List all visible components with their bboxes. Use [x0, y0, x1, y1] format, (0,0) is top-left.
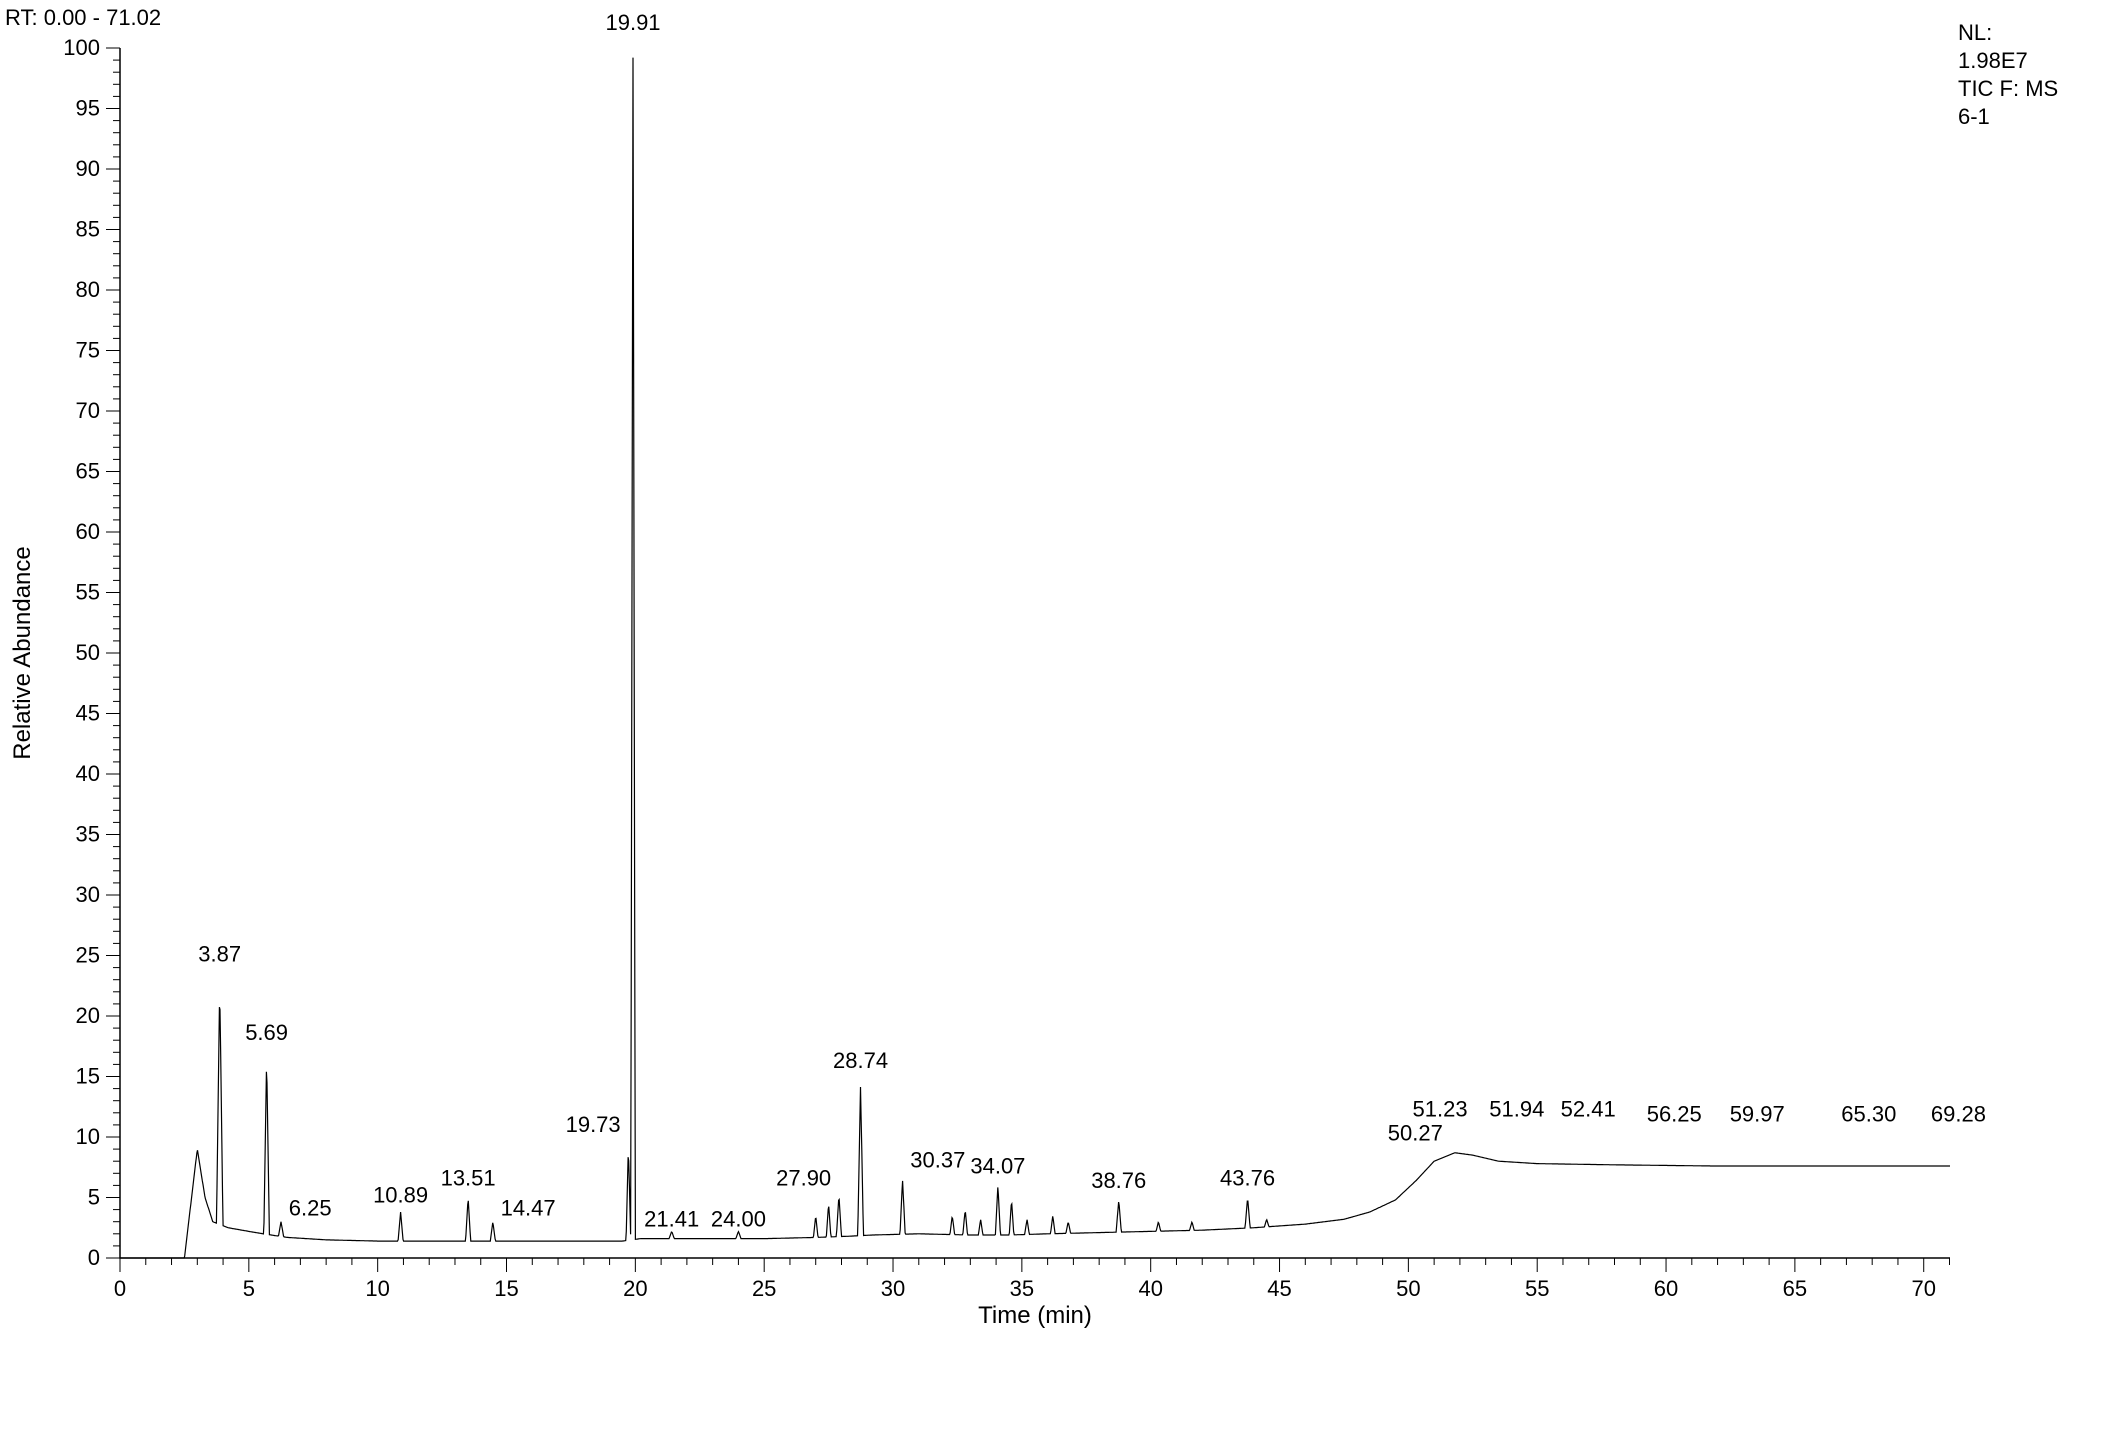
- y-tick-label: 5: [88, 1185, 100, 1210]
- y-tick-label: 25: [76, 943, 100, 968]
- x-tick-label: 65: [1783, 1276, 1807, 1301]
- peak-label: 30.37: [910, 1147, 965, 1172]
- peak-label: 10.89: [373, 1182, 428, 1207]
- y-tick-label: 85: [76, 217, 100, 242]
- peak-label: 6.25: [289, 1196, 332, 1221]
- y-tick-label: 15: [76, 1064, 100, 1089]
- y-tick-label: 95: [76, 96, 100, 121]
- peak-label: 65.30: [1841, 1101, 1896, 1126]
- x-axis-label: Time (min): [978, 1302, 1092, 1329]
- peak-label: 24.00: [711, 1207, 766, 1232]
- y-tick-label: 75: [76, 338, 100, 363]
- x-tick-label: 45: [1267, 1276, 1291, 1301]
- y-tick-label: 10: [76, 1124, 100, 1149]
- chromatogram-chart: RT: 0.00 - 71.02NL:1.98E7TIC F: MS6-1051…: [0, 0, 2103, 1441]
- peak-label: 56.25: [1647, 1101, 1702, 1126]
- y-tick-label: 30: [76, 882, 100, 907]
- peak-label: 52.41: [1561, 1096, 1616, 1121]
- peak-label: 13.51: [441, 1165, 496, 1190]
- peak-label: 19.91: [605, 10, 660, 35]
- peak-label: 34.07: [970, 1153, 1025, 1178]
- y-axis-label: Relative Abundance: [9, 546, 36, 760]
- x-tick-label: 25: [752, 1276, 776, 1301]
- peak-label: 14.47: [501, 1196, 556, 1221]
- x-tick-label: 10: [365, 1276, 389, 1301]
- x-tick-label: 30: [881, 1276, 905, 1301]
- x-tick-label: 0: [114, 1276, 126, 1301]
- peak-label: 5.69: [245, 1020, 288, 1045]
- peak-label: 69.28: [1931, 1101, 1986, 1126]
- tic-trace: [120, 58, 1950, 1258]
- x-tick-label: 60: [1654, 1276, 1678, 1301]
- side-info-line: 6-1: [1958, 104, 1990, 129]
- x-tick-label: 40: [1138, 1276, 1162, 1301]
- peak-label: 38.76: [1091, 1168, 1146, 1193]
- side-info-line: 1.98E7: [1958, 48, 2028, 73]
- peak-label: 51.23: [1413, 1096, 1468, 1121]
- x-tick-label: 70: [1911, 1276, 1935, 1301]
- y-tick-label: 40: [76, 761, 100, 786]
- peak-label: 27.90: [776, 1165, 831, 1190]
- peak-label: 19.73: [566, 1112, 621, 1137]
- x-tick-label: 20: [623, 1276, 647, 1301]
- y-tick-label: 50: [76, 640, 100, 665]
- peak-label: 51.94: [1489, 1096, 1544, 1121]
- peak-label: 28.74: [833, 1048, 888, 1073]
- y-tick-label: 35: [76, 822, 100, 847]
- peak-label: 50.27: [1388, 1121, 1443, 1146]
- x-tick-label: 15: [494, 1276, 518, 1301]
- y-axis: [120, 48, 1950, 1258]
- y-tick-label: 45: [76, 701, 100, 726]
- y-tick-label: 60: [76, 519, 100, 544]
- y-tick-label: 100: [63, 35, 100, 60]
- peak-label: 3.87: [198, 942, 241, 967]
- x-tick-label: 35: [1010, 1276, 1034, 1301]
- side-info-line: NL:: [1958, 20, 1992, 45]
- y-tick-label: 70: [76, 398, 100, 423]
- y-tick-label: 55: [76, 580, 100, 605]
- side-info-line: TIC F: MS: [1958, 76, 2058, 101]
- peak-label: 21.41: [644, 1207, 699, 1232]
- x-tick-label: 5: [243, 1276, 255, 1301]
- y-tick-label: 20: [76, 1003, 100, 1028]
- x-tick-label: 55: [1525, 1276, 1549, 1301]
- y-tick-label: 90: [76, 156, 100, 181]
- rt-range-label: RT: 0.00 - 71.02: [5, 5, 161, 30]
- peak-label: 59.97: [1730, 1101, 1785, 1126]
- y-tick-label: 65: [76, 459, 100, 484]
- y-tick-label: 0: [88, 1245, 100, 1270]
- x-tick-label: 50: [1396, 1276, 1420, 1301]
- y-tick-label: 80: [76, 277, 100, 302]
- peak-label: 43.76: [1220, 1165, 1275, 1190]
